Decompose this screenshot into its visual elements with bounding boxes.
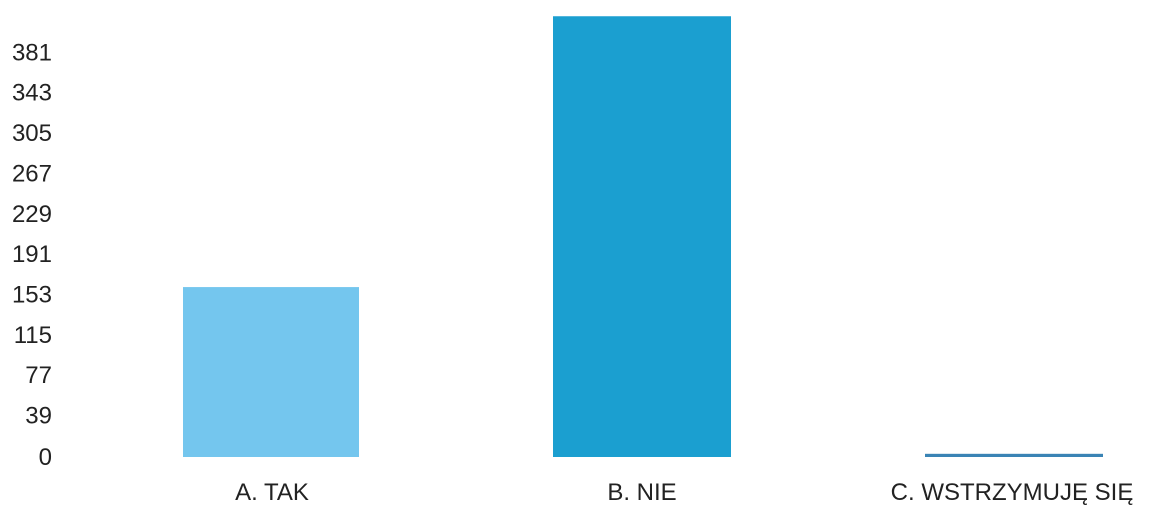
y-tick-label: 0 (39, 444, 52, 471)
y-tick-label: 77 (25, 362, 52, 389)
x-category-label: B. NIE (607, 479, 676, 506)
bars (183, 16, 1103, 458)
y-axis: 0 39 77 115 153 191 229 267 305 343 381 (12, 39, 52, 471)
bar-3 (925, 453, 1103, 457)
x-category-label: A. TAK (235, 479, 309, 506)
x-axis: A. TAK B. NIE C. WSTRZYMUJĘ SIĘ (235, 479, 1133, 506)
y-tick-label: 305 (12, 120, 52, 147)
bar-2 (553, 16, 731, 458)
y-tick-label: 381 (12, 39, 52, 66)
y-tick-label: 39 (25, 403, 52, 430)
y-tick-label: 191 (12, 241, 52, 268)
y-tick-label: 153 (12, 282, 52, 309)
y-tick-label: 229 (12, 201, 52, 228)
x-category-label: C. WSTRZYMUJĘ SIĘ (891, 479, 1134, 506)
y-tick-label: 267 (12, 160, 52, 187)
y-tick-label: 115 (14, 322, 52, 349)
bar-1 (183, 287, 359, 457)
y-tick-label: 343 (12, 80, 52, 107)
